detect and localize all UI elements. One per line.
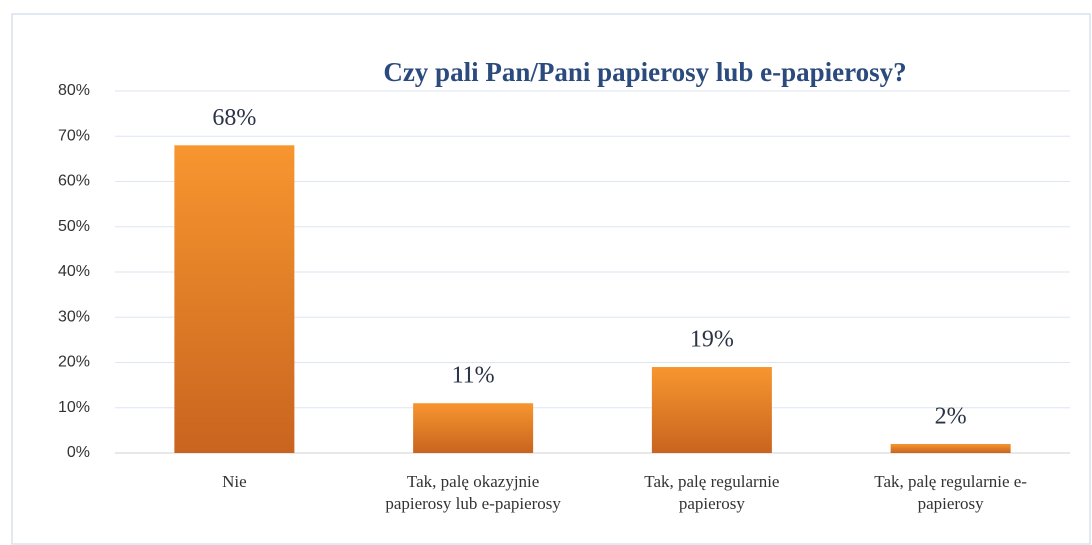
bar bbox=[174, 145, 295, 454]
data-label: 19% bbox=[690, 327, 734, 353]
x-tick-line: papierosy lub e-papierosy bbox=[385, 494, 561, 513]
chart-title: Czy pali Pan/Pani papierosy lub e-papier… bbox=[383, 57, 906, 87]
y-tick-label: 0% bbox=[67, 444, 90, 461]
bar bbox=[413, 403, 534, 453]
x-tick-line: Tak, palę regularnie e- bbox=[874, 472, 1027, 491]
chart-frame bbox=[11, 13, 1091, 545]
bar bbox=[890, 443, 1011, 453]
x-tick-line: papierosy bbox=[918, 494, 985, 513]
y-tick-label: 60% bbox=[58, 173, 90, 190]
x-tick-line: Tak, palę okazyjnie bbox=[407, 472, 539, 491]
x-tick-label: Tak, palę regularnie e-papierosy bbox=[874, 472, 1027, 513]
x-tick-label: Nie bbox=[222, 472, 247, 491]
y-tick-label: 70% bbox=[58, 127, 90, 144]
y-tick-label: 20% bbox=[58, 354, 90, 371]
y-tick-label: 10% bbox=[58, 399, 90, 416]
x-tick-label: Tak, palę regularnie papierosy bbox=[644, 472, 779, 513]
y-tick-label: 30% bbox=[58, 308, 90, 325]
y-tick-label: 40% bbox=[58, 263, 90, 280]
data-label: 2% bbox=[935, 403, 967, 429]
data-label: 11% bbox=[452, 363, 495, 389]
x-tick-line: Nie bbox=[222, 472, 247, 491]
y-tick-label: 50% bbox=[58, 218, 90, 235]
y-tick-label: 80% bbox=[58, 82, 90, 99]
x-tick-line: Tak, palę regularnie bbox=[644, 472, 779, 491]
x-tick-line: papierosy bbox=[679, 494, 746, 513]
bar bbox=[651, 367, 772, 453]
x-tick-label: Tak, palę okazyjnie papierosy lub e-papie… bbox=[385, 472, 561, 513]
data-label: 68% bbox=[212, 105, 256, 131]
